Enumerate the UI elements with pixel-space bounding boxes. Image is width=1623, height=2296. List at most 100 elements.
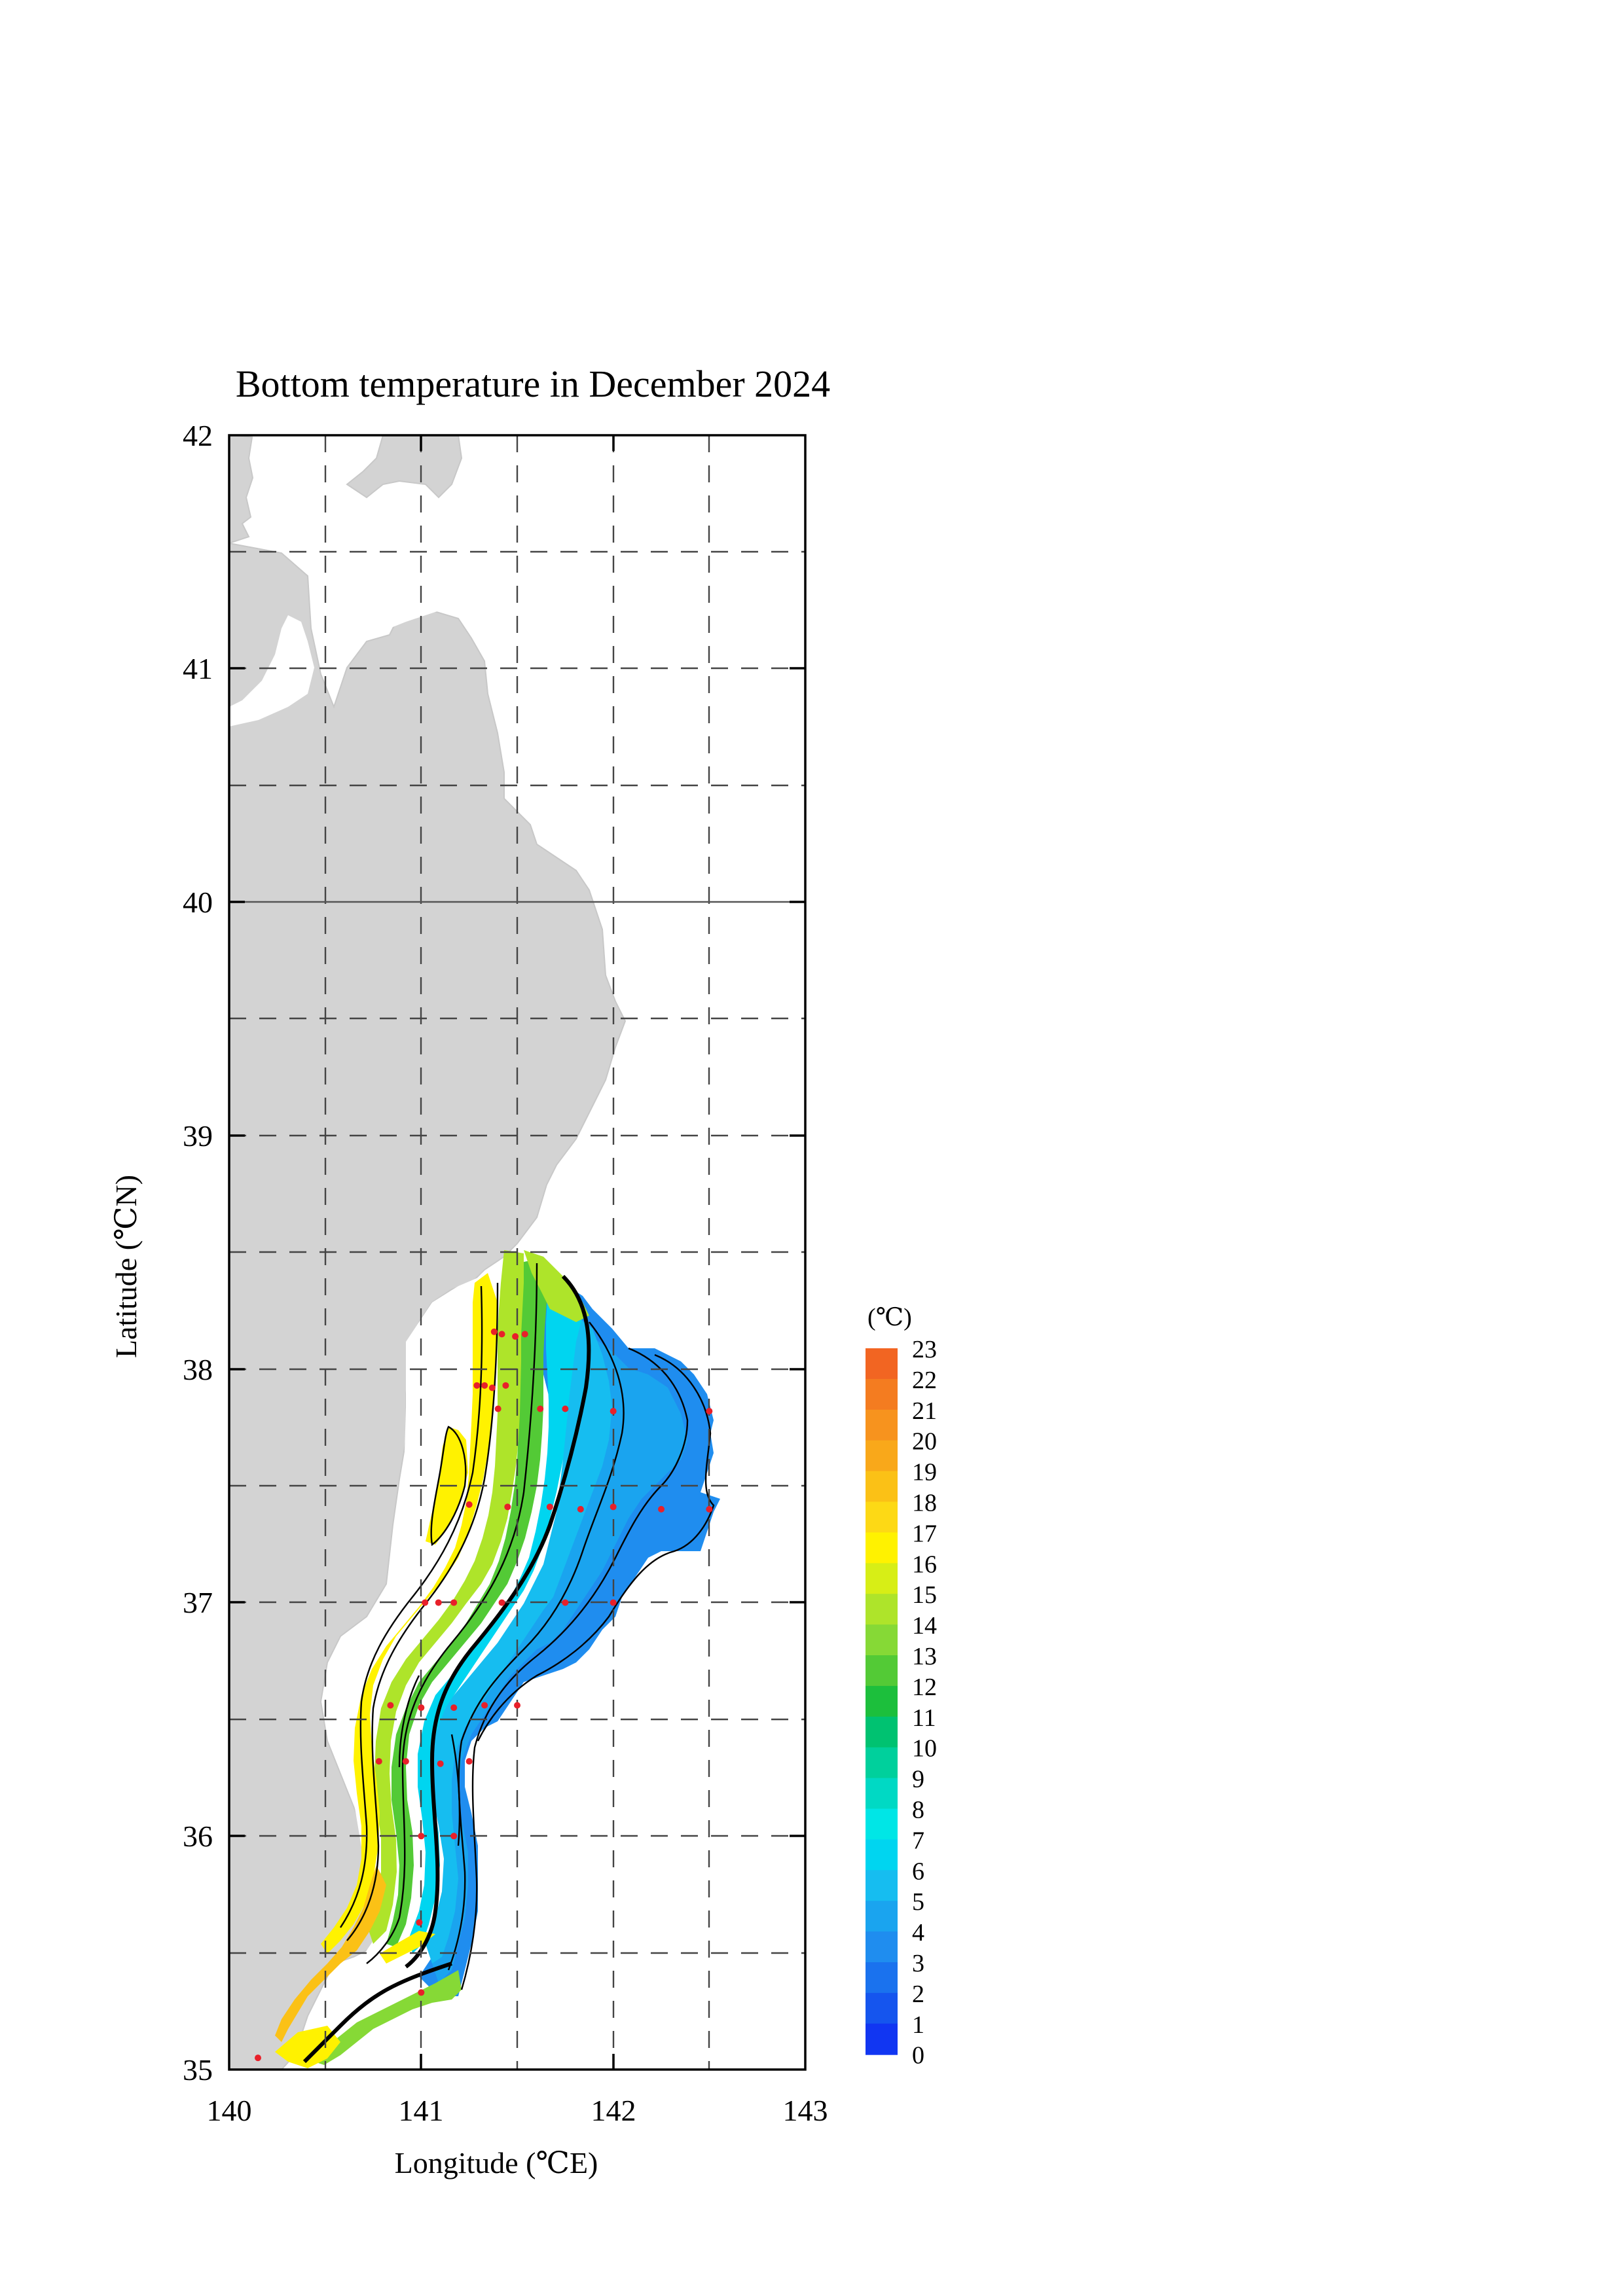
station-dot [706,1408,713,1415]
contour-line [366,1263,538,1964]
temperature-contours [302,1263,715,2064]
colorbar-swatch [866,1685,898,1717]
graticule [229,435,805,2070]
station-dot [610,1408,617,1415]
x-tick-labels: 140 141 142 143 [207,2094,828,2127]
contour-line [398,1675,420,1768]
colorbar-swatch [866,1471,898,1503]
contour-line [477,1354,715,1742]
colorbar-label: 17 [912,1520,937,1547]
colorbar-swatch [866,1747,898,1779]
colorbar-swatch [866,1563,898,1595]
colorbar: (℃) 232221201918171615141312111098765432… [866,1304,937,2070]
colorbar-label: 14 [912,1612,937,1640]
colorbar-swatch [866,1870,898,1902]
x-tick-label: 142 [591,2094,636,2127]
contour-line [346,1282,499,1941]
station-dot [490,1328,498,1335]
colorbar-label: 8 [912,1797,924,1824]
land-mutsu-bay-water [367,569,458,628]
station-dot [465,1758,473,1765]
colorbar-swatch [866,1440,898,1472]
colorbar-unit-label: (℃) [867,1304,912,1331]
temp-band-7 [275,1865,386,2042]
station-dot [375,1758,382,1765]
colorbar-swatch [866,2023,898,2055]
colorbar-label: 22 [912,1367,937,1394]
colorbar-label: 16 [912,1551,937,1578]
colorbar-label: 12 [912,1674,937,1701]
station-dot [494,1405,501,1412]
station-dot [450,1599,458,1606]
station-dot [521,1331,528,1338]
land-hokkaido-tip [346,435,463,499]
contour-line [340,1285,483,1928]
station-dot [465,1501,473,1508]
station-dot [562,1405,569,1412]
station-dot [706,1505,713,1513]
y-tick-label: 42 [183,419,213,452]
contour-line [405,1274,591,1969]
colorbar-label: 2 [912,1981,924,2008]
contour-line [450,1734,461,1846]
land-honshu [228,434,254,545]
station-dot [562,1599,569,1606]
y-tick-label: 40 [183,886,213,919]
x-tick-label: 140 [207,2094,252,2127]
station-dot [418,1704,425,1712]
colorbar-swatch [866,1992,898,2024]
contour-line [460,1347,689,1990]
station-dot [473,1382,481,1389]
station-dot [387,1702,394,1709]
contour-line [430,1426,467,1547]
colorbar-swatch [866,1931,898,1963]
colorbar-label: 5 [912,1888,924,1916]
temp-band-8 [314,1970,462,2065]
temp-band-10 [380,1931,435,1964]
station-dot [450,1833,458,1840]
y-tick-labels: 35 36 37 38 39 40 41 42 [183,419,213,2087]
station-dot [610,1503,617,1511]
y-tick-label: 41 [183,652,213,685]
y-tick-label: 36 [183,1820,213,1853]
colorbar-label: 7 [912,1827,924,1854]
temp-band-4 [386,1260,547,1947]
y-tick-label: 35 [183,2053,213,2087]
station-dot [504,1503,511,1511]
station-dot [418,1833,425,1840]
station-dot [437,1760,444,1767]
colorbar-label: 15 [912,1581,937,1609]
temp-band-3 [409,1283,583,1954]
temp-band-6 [321,1273,498,1954]
colorbar-swatch [866,1716,898,1748]
x-tick-label: 141 [399,2094,444,2127]
colorbar-label: 13 [912,1643,937,1670]
contour-line [302,1962,452,2064]
colorbar-swatches [866,1348,898,2055]
station-dot [498,1599,505,1606]
colorbar-label: 3 [912,1950,924,1977]
temp-band-1 [432,1335,687,1983]
y-tick-label: 39 [183,1119,213,1153]
temp-band-5 [367,1250,524,1944]
temp-band-11 [524,1250,589,1322]
x-axis-label: Longitude (℃E) [395,2146,598,2179]
station-dot [502,1382,509,1389]
x-tick-label: 143 [783,2094,828,2127]
colorbar-swatch [866,1962,898,1994]
colorbar-label: 23 [912,1336,937,1363]
station-dot [481,1702,488,1709]
colorbar-label: 19 [912,1459,937,1486]
colorbar-label: 0 [912,2042,924,2070]
station-dot [255,2054,261,2062]
observation-stations [255,1328,713,2062]
station-dot [418,1989,425,1996]
colorbar-swatch [866,1901,898,1933]
map-plot-area [228,434,807,2071]
contour-line [447,1321,625,1971]
colorbar-swatch [866,1532,898,1564]
colorbar-label: 21 [912,1397,937,1425]
y-axis-label: Latitude (℃N) [109,1175,143,1358]
